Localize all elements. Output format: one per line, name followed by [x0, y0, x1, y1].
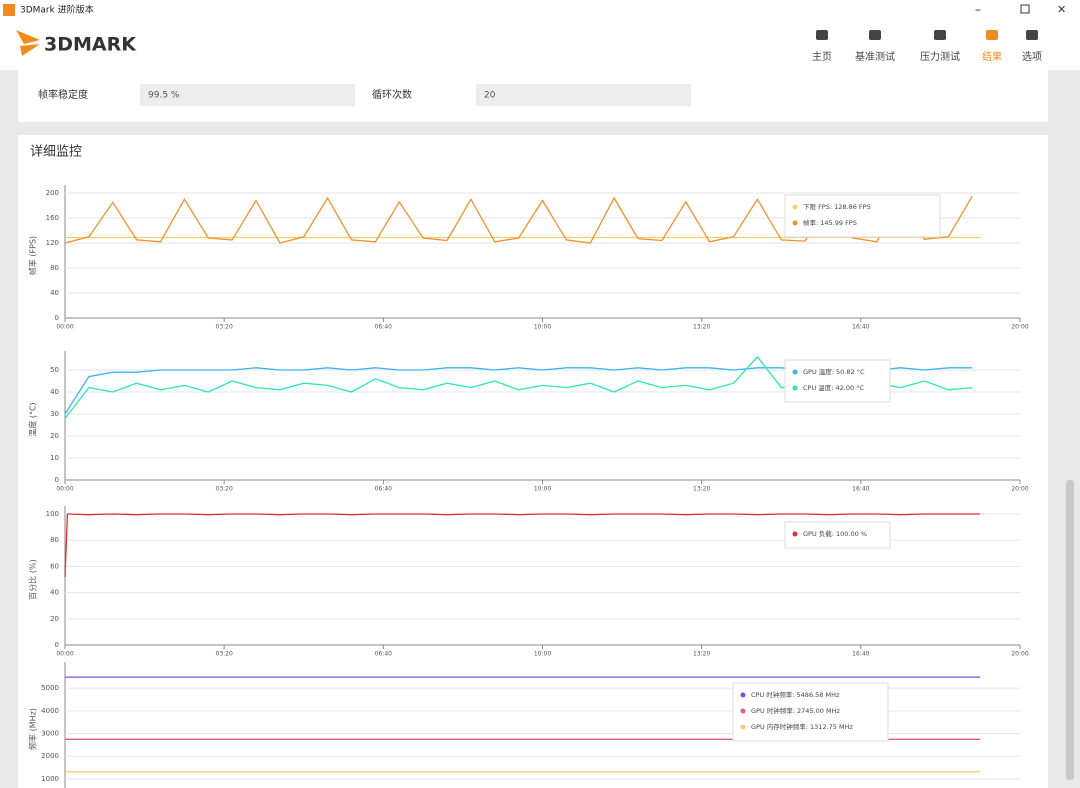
x-tick-label: 16:40 [852, 651, 869, 658]
monitor-card [18, 135, 1048, 788]
x-tick-label: 20:00 [1011, 324, 1028, 331]
x-tick-label: 00:00 [56, 324, 73, 331]
nav-icon[interactable] [869, 30, 881, 40]
minimize[interactable]: – [975, 3, 981, 17]
nav-icon[interactable] [816, 30, 828, 40]
y-axis-label: 频率 (MHz) [28, 708, 38, 750]
x-tick-label: 20:00 [1011, 651, 1028, 658]
title-bar [0, 0, 1080, 20]
y-tick-label: 4000 [41, 707, 59, 715]
y-tick-label: 0 [55, 476, 59, 484]
section-title: 详细监控 [30, 145, 82, 160]
nav-item[interactable]: 结果 [982, 50, 1002, 63]
y-axis-label: 百分比 (%) [28, 559, 38, 599]
legend-swatch [740, 708, 746, 714]
x-tick-label: 13:20 [693, 486, 710, 493]
legend-swatch [740, 724, 746, 730]
legend-swatch [792, 385, 798, 391]
x-tick-label: 00:00 [56, 486, 73, 493]
series-line [64, 513, 981, 577]
y-tick-label: 0 [55, 641, 59, 649]
y-tick-label: 160 [46, 214, 59, 222]
nav-icon[interactable] [934, 30, 946, 40]
legend-swatch [792, 204, 798, 210]
nav-item[interactable]: 基准测试 [855, 50, 895, 63]
legend-label: 下限 FPS: 128.86 FPS [803, 202, 871, 211]
x-tick-label: 13:20 [693, 324, 710, 331]
x-tick-label: 16:40 [852, 324, 869, 331]
legend-label: CPU 时钟频率: 5486.58 MHz [751, 690, 840, 699]
x-tick-label: 03:20 [216, 651, 233, 658]
legend-label: GPU 内存时钟频率: 1312.75 MHz [751, 722, 853, 731]
logo-text: 3DMARK [44, 34, 137, 56]
stat-value: 99.5 % [148, 91, 180, 101]
y-tick-label: 40 [50, 589, 59, 597]
x-tick-label: 20:00 [1011, 486, 1028, 493]
x-tick-label: 13:20 [693, 651, 710, 658]
scrollbar[interactable] [1066, 480, 1074, 780]
window-title: 3DMark 进阶版本 [20, 4, 94, 16]
nav-item[interactable]: 主页 [812, 51, 832, 63]
y-axis-label: 温度 (°C) [28, 402, 38, 436]
legend-swatch [740, 692, 746, 698]
y-tick-label: 5000 [41, 684, 59, 692]
legend-label: 帧率: 145.99 FPS [803, 218, 857, 227]
x-tick-label: 10:00 [534, 651, 551, 658]
legend-swatch [792, 531, 798, 537]
x-tick-label: 06:40 [375, 651, 392, 658]
stat-box [476, 84, 691, 106]
legend-label: GPU 温度: 50.82 °C [803, 367, 865, 376]
y-tick-label: 2000 [41, 752, 59, 760]
legend-box [732, 682, 889, 742]
y-tick-label: 0 [55, 314, 59, 322]
legend-swatch [792, 220, 798, 226]
maximize[interactable] [1020, 4, 1030, 14]
legend-label: GPU 时钟频率: 2745.00 MHz [751, 706, 840, 715]
y-tick-label: 80 [50, 536, 59, 544]
stat-label: 帧率稳定度 [38, 88, 88, 101]
y-tick-label: 80 [50, 264, 59, 272]
x-tick-label: 03:20 [216, 324, 233, 331]
nav-icon[interactable] [986, 30, 998, 40]
y-tick-label: 10 [50, 454, 59, 462]
legend-box [784, 521, 891, 549]
legend-swatch [792, 369, 798, 375]
y-axis-label: 帧率 (FPS) [28, 236, 38, 275]
y-tick-label: 100 [46, 510, 59, 518]
y-tick-label: 60 [50, 562, 59, 570]
stat-value: 20 [484, 91, 496, 101]
app-icon [3, 4, 15, 16]
x-tick-label: 03:20 [216, 486, 233, 493]
x-tick-label: 06:40 [375, 486, 392, 493]
nav-item[interactable]: 压力测试 [920, 50, 960, 63]
y-tick-label: 120 [46, 239, 59, 247]
y-tick-label: 3000 [41, 730, 59, 738]
y-tick-label: 20 [50, 432, 59, 440]
stat-box [140, 84, 355, 106]
x-tick-label: 16:40 [852, 486, 869, 493]
y-tick-label: 30 [50, 410, 59, 418]
x-tick-label: 10:00 [534, 486, 551, 493]
x-tick-label: 06:40 [375, 324, 392, 331]
y-tick-label: 200 [46, 189, 59, 197]
legend-label: CPU 温度: 42.00 °C [803, 383, 864, 392]
x-tick-label: 10:00 [534, 324, 551, 331]
legend-box [784, 359, 891, 403]
close[interactable]: ✕ [1057, 3, 1066, 16]
logo-mark [16, 30, 40, 56]
y-tick-label: 1000 [41, 775, 59, 783]
y-tick-label: 20 [50, 615, 59, 623]
y-tick-label: 40 [50, 289, 59, 297]
legend-label: GPU 负载: 100.00 % [803, 529, 867, 538]
y-tick-label: 50 [50, 366, 59, 374]
legend-box [784, 194, 941, 238]
y-tick-label: 40 [50, 388, 59, 396]
nav-icon[interactable] [1026, 30, 1038, 40]
x-tick-label: 00:00 [56, 651, 73, 658]
stat-label: 循环次数 [372, 88, 412, 101]
nav-item[interactable]: 选项 [1022, 50, 1042, 63]
